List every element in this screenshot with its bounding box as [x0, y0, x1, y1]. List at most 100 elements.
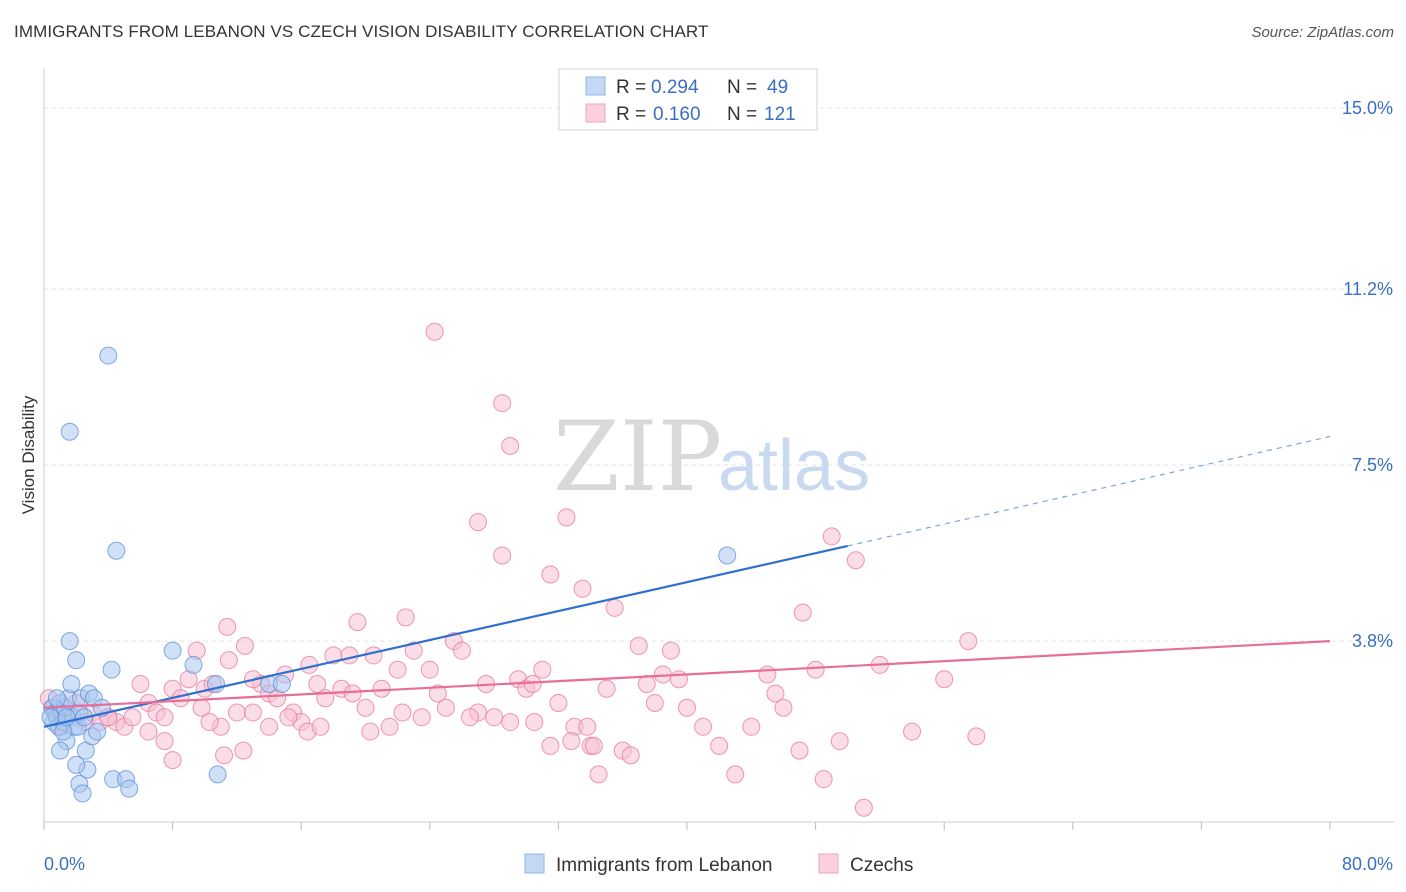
point-czechs-102: [562, 732, 581, 751]
point-czechs-70: [605, 598, 624, 617]
point-czechs-98: [493, 394, 512, 413]
point-lebanon-27: [99, 346, 118, 365]
x-tick-label-0: 0.0%: [44, 854, 85, 874]
point-czechs-44: [388, 660, 407, 679]
point-czechs-97: [425, 322, 444, 341]
point-czechs-89: [830, 732, 849, 751]
legend-r-label-lebanon: R =: [616, 77, 646, 98]
point-lebanon-25: [88, 722, 107, 741]
point-czechs-115: [234, 741, 253, 760]
point-czechs-72: [621, 746, 640, 765]
point-czechs-61: [533, 660, 552, 679]
point-czechs-66: [573, 579, 592, 598]
point-czechs-85: [774, 698, 793, 717]
point-czechs-60: [525, 713, 544, 732]
point-czechs-43: [380, 717, 399, 736]
bottom-legend-swatch-lebanon: [524, 853, 545, 874]
point-czechs-52: [452, 641, 471, 660]
point-czechs-55: [485, 708, 504, 727]
legend-r-value-czechs: 0.160: [653, 104, 701, 125]
trend-line-lebanon-extension: [847, 435, 1331, 547]
legend-n-label-lebanon: N =: [727, 77, 757, 98]
point-czechs-49: [428, 684, 447, 703]
point-czechs-80: [694, 717, 713, 736]
y-tick-label-1: 7.5%: [1352, 455, 1393, 475]
point-czechs-63: [549, 694, 568, 713]
point-czechs-11: [123, 708, 142, 727]
point-lebanon-45: [47, 689, 66, 708]
point-czechs-100: [469, 513, 488, 532]
point-lebanon-42: [272, 674, 291, 693]
point-czechs-34: [308, 674, 327, 693]
point-czechs-75: [645, 694, 664, 713]
y-tick-label-2: 11.2%: [1343, 279, 1393, 299]
point-czechs-84: [758, 665, 777, 684]
point-czechs-90: [846, 551, 865, 570]
point-czechs-15: [155, 708, 174, 727]
point-czechs-86: [790, 741, 809, 760]
legend-swatch-czechs: [585, 103, 606, 123]
point-czechs-42: [372, 679, 391, 698]
legend-swatch-lebanon: [585, 76, 606, 96]
point-lebanon-26: [60, 422, 79, 441]
point-czechs-88: [822, 527, 841, 546]
point-lebanon-32: [67, 755, 86, 774]
tick-labels: 3.8% 7.5% 11.2% 15.0% 0.0% 80.0%: [44, 98, 1393, 874]
point-czechs-23: [219, 651, 238, 670]
point-czechs-40: [356, 698, 375, 717]
trend-lines: [43, 435, 1331, 728]
point-czechs-123: [460, 708, 479, 727]
point-czechs-106: [218, 617, 237, 636]
trend-line-czechs: [43, 640, 1331, 709]
y-tick-label-0: 3.8%: [1352, 631, 1393, 651]
point-lebanon-38: [184, 655, 203, 674]
point-lebanon-48: [73, 784, 92, 803]
point-czechs-62: [541, 736, 560, 755]
point-czechs-113: [200, 713, 219, 732]
point-czechs-46: [404, 641, 423, 660]
point-czechs-111: [163, 751, 182, 770]
series-lebanon-points: [41, 346, 737, 803]
source-credit: Source: ZipAtlas.com: [1251, 24, 1394, 41]
legend-n-value-czechs: 121: [764, 104, 796, 125]
point-czechs-99: [501, 437, 520, 455]
point-czechs-91: [854, 798, 873, 817]
point-czechs-50: [436, 698, 455, 717]
point-lebanon-37: [163, 641, 182, 660]
point-czechs-105: [793, 603, 812, 622]
grid-lines: [44, 107, 1394, 642]
point-czechs-57: [501, 713, 520, 732]
point-czechs-87: [806, 660, 825, 679]
point-czechs-41: [364, 646, 383, 665]
point-czechs-120: [343, 684, 362, 703]
point-czechs-48: [420, 660, 439, 679]
x-tick-label-1: 80.0%: [1342, 854, 1393, 874]
legend-n-value-lebanon: 49: [767, 77, 788, 98]
point-czechs-39: [348, 613, 367, 632]
point-lebanon-36: [120, 779, 139, 798]
chart-title: IMMIGRANTS FROM LEBANON VS CZECH VISION …: [14, 22, 709, 41]
point-czechs-96: [967, 727, 986, 746]
point-lebanon-12: [62, 674, 81, 693]
legend-n-label-czechs: N =: [727, 104, 757, 125]
point-czechs-26: [243, 703, 262, 722]
point-czechs-93: [903, 722, 922, 741]
point-lebanon-30: [51, 741, 70, 760]
watermark: ZIP atlas: [553, 401, 870, 513]
point-czechs-117: [279, 708, 298, 727]
watermark-atlas: atlas: [718, 426, 870, 506]
point-czechs-38: [340, 646, 359, 665]
point-czechs-101: [541, 565, 560, 584]
point-lebanon-28: [107, 541, 126, 560]
point-czechs-74: [637, 674, 656, 693]
point-czechs-82: [726, 765, 745, 784]
point-czechs-119: [311, 717, 330, 736]
point-czechs-12: [131, 674, 150, 693]
point-czechs-124: [523, 674, 542, 693]
point-czechs-83: [742, 717, 761, 736]
y-tick-label-3: 15.0%: [1342, 98, 1393, 118]
point-czechs-94: [935, 670, 954, 689]
bottom-legend: Immigrants from Lebanon Czechs: [524, 853, 913, 876]
point-czechs-25: [235, 636, 254, 655]
point-lebanon-40: [208, 765, 227, 784]
